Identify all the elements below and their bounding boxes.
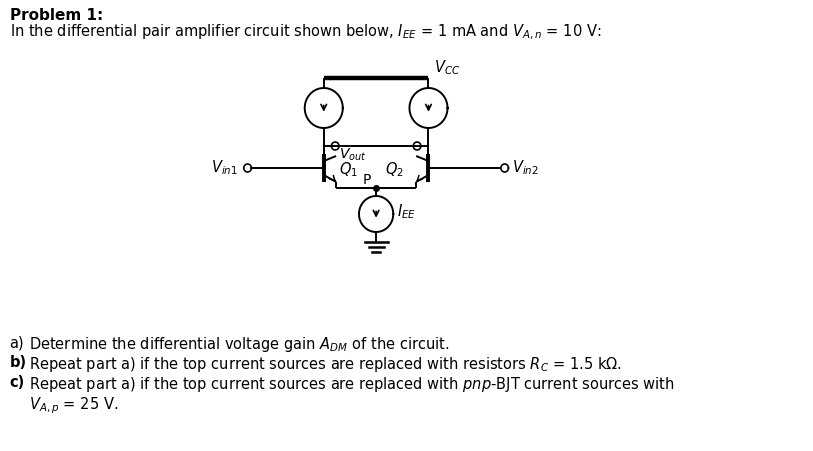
Text: P: P <box>363 173 372 187</box>
Text: $Q_2$: $Q_2$ <box>385 161 403 179</box>
Text: $V_{in2}$: $V_{in2}$ <box>512 159 539 177</box>
Text: Problem 1:: Problem 1: <box>10 8 102 23</box>
Text: $V_{in1}$: $V_{in1}$ <box>211 159 238 177</box>
Text: c): c) <box>10 375 24 390</box>
Text: $V_{out}$: $V_{out}$ <box>339 147 367 163</box>
Text: Repeat part a) if the top current sources are replaced with resistors $R_C$ = 1.: Repeat part a) if the top current source… <box>28 355 621 374</box>
Text: b): b) <box>10 355 27 370</box>
Text: a): a) <box>10 335 24 350</box>
Text: In the differential pair amplifier circuit shown below, $I_{EE}$ = 1 mA and $V_{: In the differential pair amplifier circu… <box>10 23 601 42</box>
Text: $I_{EE}$: $I_{EE}$ <box>397 202 416 221</box>
Text: Repeat part a) if the top current sources are replaced with $\mathit{pnp}$-BJT c: Repeat part a) if the top current source… <box>28 375 674 394</box>
Text: $V_{A,p}$ = 25 V.: $V_{A,p}$ = 25 V. <box>28 395 118 416</box>
Text: Determine the differential voltage gain $A_{DM}$ of the circuit.: Determine the differential voltage gain … <box>28 335 449 354</box>
Text: $V_{CC}$: $V_{CC}$ <box>434 58 460 77</box>
Text: $Q_1$: $Q_1$ <box>339 161 358 179</box>
